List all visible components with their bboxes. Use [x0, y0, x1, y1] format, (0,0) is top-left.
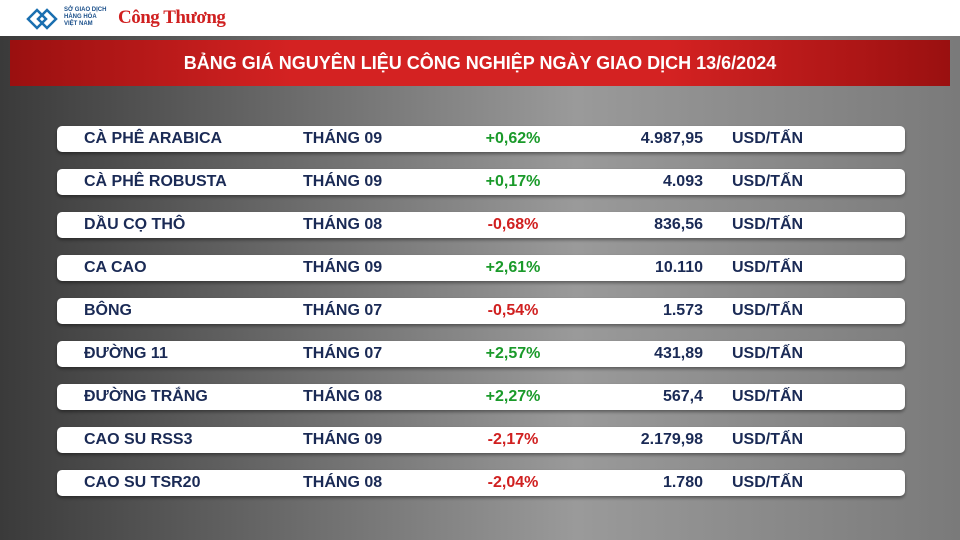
table-row: CAO SU TSR20 THÁNG 08 -2,04% 1.780 USD/TẤN — [57, 470, 905, 496]
change: +0,17% — [485, 173, 541, 190]
logo-icon — [26, 8, 58, 30]
item-name: ĐƯỜNG 11 — [84, 345, 168, 362]
price: 2.179,98 — [640, 431, 703, 448]
table-row: BÔNG THÁNG 07 -0,54% 1.573 USD/TẤN — [57, 298, 905, 324]
contract-month: THÁNG 07 — [303, 302, 383, 319]
contract-month: THÁNG 09 — [303, 259, 383, 276]
item-name: ĐƯỜNG TRẮNG — [84, 388, 208, 405]
unit: USD/TẤN — [732, 431, 804, 448]
price: 836,56 — [654, 216, 703, 233]
contract-month: THÁNG 08 — [303, 216, 383, 233]
title: BẢNG GIÁ NGUYÊN LIỆU CÔNG NGHIỆP NGÀY GI… — [183, 53, 777, 73]
logo-line: SỞ GIAO DỊCH — [64, 7, 107, 13]
price: 10.110 — [654, 259, 703, 276]
top-bar: SỞ GIAO DỊCH HÀNG HÓA VIỆT NAM Công Thươ… — [0, 0, 960, 36]
contract-month: THÁNG 07 — [303, 345, 383, 362]
price: 1.573 — [662, 302, 703, 319]
contract-month: THÁNG 08 — [303, 388, 383, 405]
unit: USD/TẤN — [732, 130, 804, 147]
table-row: CAO SU RSS3 THÁNG 09 -2,17% 2.179,98 USD/TẤN — [57, 427, 905, 453]
contract-month: THÁNG 09 — [303, 130, 383, 147]
change: +2,57% — [485, 345, 541, 362]
brand: Công Thương — [118, 7, 226, 28]
logo-line: VIỆT NAM — [64, 21, 93, 27]
unit: USD/TẤN — [732, 216, 804, 233]
price: 567,4 — [662, 388, 703, 405]
price: 1.780 — [662, 474, 703, 491]
logo-text: SỞ GIAO DỊCH HÀNG HÓA VIỆT NAM — [64, 7, 106, 28]
table-row: CÀ PHÊ ARABICA THÁNG 09 +0,62% 4.987,95 USD/… — [57, 126, 905, 152]
unit: USD/TẤN — [732, 302, 804, 319]
change: -2,17% — [487, 431, 539, 448]
unit: USD/TẤN — [732, 259, 804, 276]
unit: USD/TẤN — [732, 345, 804, 362]
item-name: BÔNG — [84, 302, 132, 319]
change: +0,62% — [485, 130, 541, 147]
unit: USD/TẤN — [732, 474, 804, 491]
table-row: ĐƯỜNG TRẮNG THÁNG 08 +2,27% 567,4 USD/TẤN — [57, 384, 905, 410]
contract-month: THÁNG 08 — [303, 474, 383, 491]
change: -0,54% — [487, 302, 539, 319]
unit: USD/TẤN — [732, 173, 804, 190]
logo-line: HÀNG HÓA — [64, 14, 97, 20]
item-name: DẦU CỌ THÔ — [84, 216, 186, 233]
item-name: CÀ PHÊ ROBUSTA — [84, 173, 227, 190]
unit: USD/TẤN — [732, 388, 804, 405]
change: +2,61% — [485, 259, 541, 276]
price: 4.987,95 — [640, 130, 703, 147]
contract-month: THÁNG 09 — [303, 173, 383, 190]
price: 431,89 — [654, 345, 703, 362]
contract-month: THÁNG 09 — [303, 431, 383, 448]
change: -0,68% — [487, 216, 539, 233]
change: -2,04% — [487, 474, 539, 491]
item-name: CÀ PHÊ ARABICA — [84, 130, 223, 147]
change: +2,27% — [485, 388, 541, 405]
item-name: CA CAO — [84, 259, 147, 276]
table-row: CÀ PHÊ ROBUSTA THÁNG 09 +0,17% 4.093 USD/TẤN — [57, 169, 905, 195]
price: 4.093 — [662, 173, 703, 190]
table-row: ĐƯỜNG 11 THÁNG 07 +2,57% 431,89 USD/TẤN — [57, 341, 905, 367]
title-banner: BẢNG GIÁ NGUYÊN LIỆU CÔNG NGHIỆP NGÀY GI… — [10, 40, 950, 86]
item-name: CAO SU TSR20 — [84, 474, 201, 491]
table-row: CA CAO THÁNG 09 +2,61% 10.110 USD/TẤN — [57, 255, 905, 281]
table-row: DẦU CỌ THÔ THÁNG 08 -0,68% 836,56 USD/TẤN — [57, 212, 905, 238]
item-name: CAO SU RSS3 — [84, 431, 193, 448]
